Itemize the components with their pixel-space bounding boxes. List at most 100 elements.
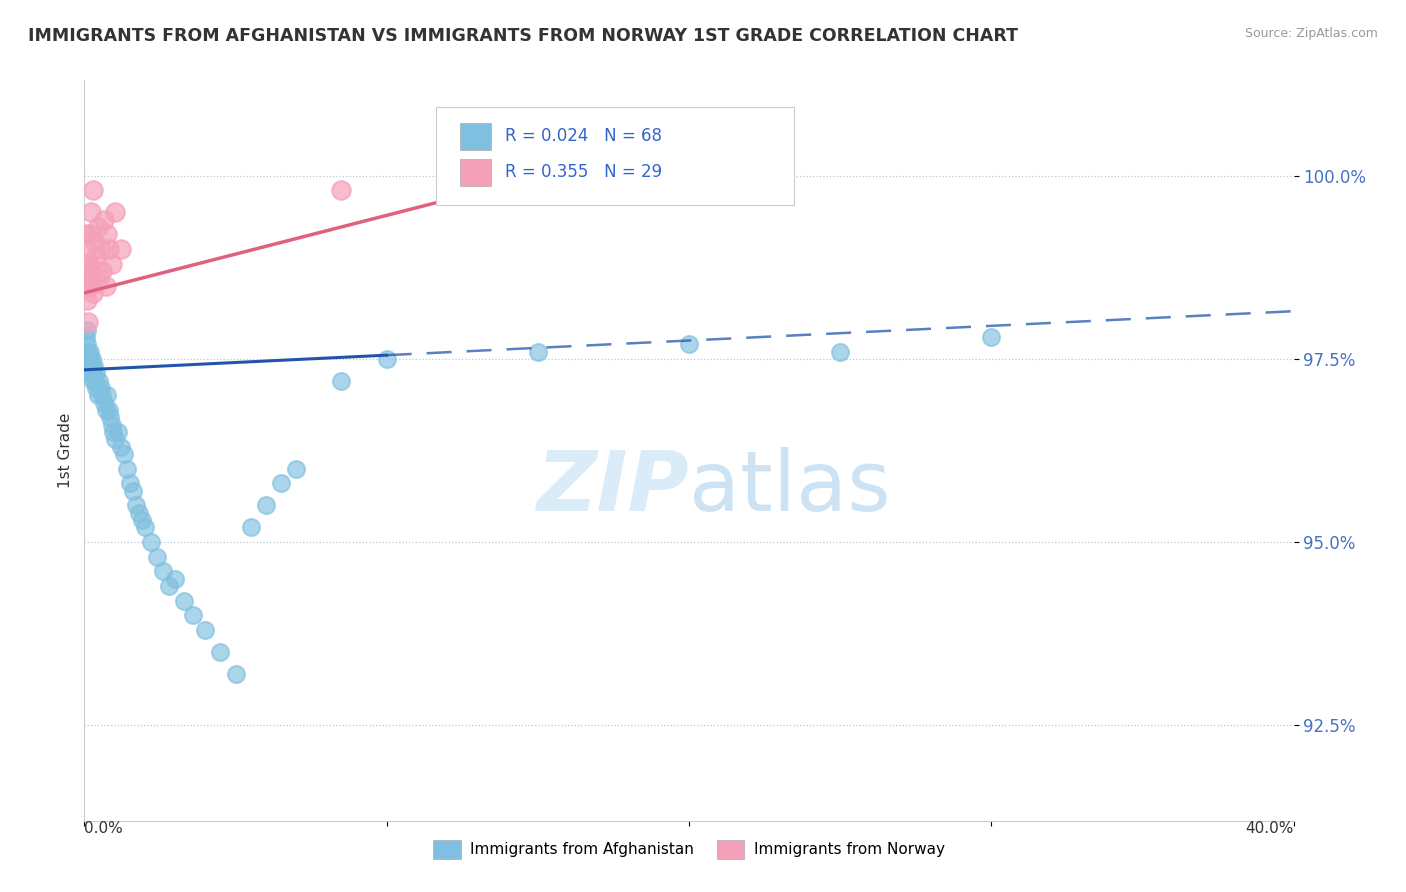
Point bbox=[93, 212, 115, 227]
Point bbox=[75, 359, 97, 373]
Point bbox=[77, 344, 100, 359]
Point bbox=[152, 565, 174, 579]
Point bbox=[77, 315, 100, 329]
Text: ZIP: ZIP bbox=[536, 447, 689, 528]
Point bbox=[75, 351, 97, 366]
Point bbox=[77, 367, 100, 381]
Text: 40.0%: 40.0% bbox=[1246, 821, 1294, 836]
Point bbox=[134, 520, 156, 534]
Point bbox=[76, 344, 98, 359]
Text: 0.0%: 0.0% bbox=[84, 821, 124, 836]
Point bbox=[270, 476, 292, 491]
Point bbox=[101, 425, 124, 439]
Point bbox=[82, 285, 104, 300]
Point bbox=[139, 535, 162, 549]
Point bbox=[87, 219, 110, 234]
Point bbox=[75, 256, 97, 270]
Point bbox=[94, 278, 117, 293]
Point bbox=[79, 278, 101, 293]
Text: IMMIGRANTS FROM AFGHANISTAN VS IMMIGRANTS FROM NORWAY 1ST GRADE CORRELATION CHAR: IMMIGRANTS FROM AFGHANISTAN VS IMMIGRANT… bbox=[28, 27, 1018, 45]
Point bbox=[79, 351, 101, 366]
Point bbox=[830, 344, 852, 359]
Point bbox=[527, 344, 550, 359]
Point bbox=[77, 359, 100, 373]
Point bbox=[76, 278, 98, 293]
Point bbox=[82, 183, 104, 197]
Point bbox=[128, 506, 150, 520]
Point bbox=[375, 351, 398, 366]
Point bbox=[97, 403, 120, 417]
Point bbox=[107, 425, 129, 439]
Point bbox=[77, 351, 100, 366]
Point bbox=[330, 374, 353, 388]
Point bbox=[75, 242, 97, 256]
Point bbox=[165, 572, 187, 586]
Point bbox=[980, 330, 1002, 344]
Point bbox=[87, 388, 110, 402]
Y-axis label: 1st Grade: 1st Grade bbox=[58, 413, 73, 488]
Legend: Immigrants from Afghanistan, Immigrants from Norway: Immigrants from Afghanistan, Immigrants … bbox=[427, 834, 950, 865]
Point bbox=[90, 381, 112, 395]
Point bbox=[157, 579, 180, 593]
Point bbox=[96, 388, 118, 402]
Point bbox=[100, 256, 122, 270]
Point bbox=[86, 249, 108, 263]
Point bbox=[90, 242, 112, 256]
Point bbox=[80, 264, 103, 278]
Point bbox=[77, 271, 100, 285]
Point bbox=[100, 417, 122, 432]
Point bbox=[82, 351, 104, 366]
Point bbox=[131, 513, 153, 527]
Point bbox=[225, 667, 247, 681]
Point bbox=[181, 608, 204, 623]
Point bbox=[77, 256, 100, 270]
Point bbox=[239, 520, 262, 534]
Point bbox=[96, 227, 118, 242]
Point bbox=[285, 462, 308, 476]
Point bbox=[79, 359, 101, 373]
Point bbox=[76, 351, 98, 366]
Point bbox=[84, 235, 107, 249]
Point bbox=[84, 367, 107, 381]
Point bbox=[76, 337, 98, 351]
Point bbox=[125, 499, 148, 513]
Point bbox=[254, 499, 277, 513]
Point bbox=[75, 344, 97, 359]
Text: atlas: atlas bbox=[689, 447, 890, 528]
Point bbox=[146, 549, 169, 564]
Point bbox=[76, 322, 98, 336]
Point bbox=[84, 374, 107, 388]
Point bbox=[79, 227, 101, 242]
Point bbox=[330, 183, 353, 197]
Text: R = 0.024   N = 68: R = 0.024 N = 68 bbox=[505, 128, 662, 145]
Point bbox=[82, 367, 104, 381]
Point bbox=[209, 645, 232, 659]
Point bbox=[86, 381, 108, 395]
Point bbox=[89, 374, 111, 388]
Point bbox=[77, 359, 100, 373]
Point bbox=[115, 462, 138, 476]
Point bbox=[93, 396, 115, 410]
Point bbox=[112, 447, 135, 461]
Point bbox=[75, 227, 97, 242]
Point bbox=[110, 242, 132, 256]
Point bbox=[79, 351, 101, 366]
Point bbox=[104, 205, 127, 219]
Point bbox=[83, 359, 105, 373]
Point bbox=[678, 337, 700, 351]
Point bbox=[82, 374, 104, 388]
Point bbox=[118, 476, 141, 491]
Text: R = 0.355   N = 29: R = 0.355 N = 29 bbox=[505, 163, 662, 181]
Point bbox=[194, 623, 217, 637]
Point bbox=[588, 153, 610, 168]
Point bbox=[121, 483, 143, 498]
Point bbox=[89, 271, 111, 285]
Point bbox=[76, 293, 98, 308]
Point bbox=[98, 410, 121, 425]
Point bbox=[173, 593, 195, 607]
Point bbox=[76, 330, 98, 344]
Point bbox=[94, 403, 117, 417]
Text: Source: ZipAtlas.com: Source: ZipAtlas.com bbox=[1244, 27, 1378, 40]
Point bbox=[91, 388, 114, 402]
Point bbox=[91, 264, 114, 278]
